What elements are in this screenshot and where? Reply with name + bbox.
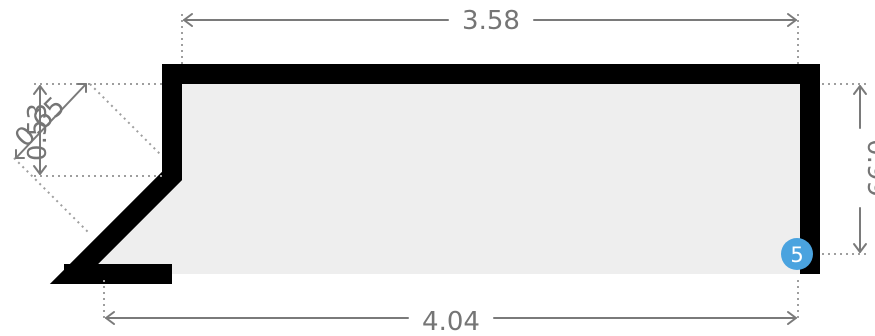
node-badge: 5 bbox=[781, 238, 813, 270]
badge-circle bbox=[781, 238, 813, 270]
ext-chamfer-lower bbox=[13, 157, 91, 235]
right-height-label: 0.99 bbox=[861, 139, 875, 197]
bottom-width-label: 4.04 bbox=[422, 307, 480, 336]
arrow-right-bottom bbox=[853, 243, 867, 253]
dimension-labels: 3.58 4.04 0.99 0.53 0.65 bbox=[9, 4, 875, 336]
dim-line-chamfer bbox=[15, 83, 87, 159]
arrow-chamfer-top bbox=[77, 83, 87, 93]
label-bg-bottom bbox=[412, 304, 490, 336]
top-width-label: 3.58 bbox=[462, 6, 520, 36]
profile-fill bbox=[74, 74, 810, 274]
arrow-left-top bbox=[33, 85, 47, 95]
profile-shape bbox=[49, 64, 820, 284]
arrow-bottom-left bbox=[105, 311, 115, 325]
left-vertical-label: 0.53 bbox=[23, 103, 53, 161]
label-bg-right bbox=[844, 132, 875, 204]
arrow-right-top bbox=[853, 85, 867, 95]
dimension-lines bbox=[15, 13, 867, 325]
extension-lines bbox=[13, 14, 866, 322]
profile-left-foot bbox=[64, 264, 104, 284]
arrow-bottom-right bbox=[787, 311, 797, 325]
badge-label: 5 bbox=[790, 243, 803, 267]
label-bg-top bbox=[452, 4, 530, 36]
arrow-chamfer-bottom bbox=[15, 149, 25, 159]
ext-chamfer-upper bbox=[89, 83, 163, 157]
arrow-left-bottom bbox=[33, 165, 47, 175]
arrow-top-left bbox=[183, 13, 193, 27]
arrow-top-right bbox=[787, 13, 797, 27]
